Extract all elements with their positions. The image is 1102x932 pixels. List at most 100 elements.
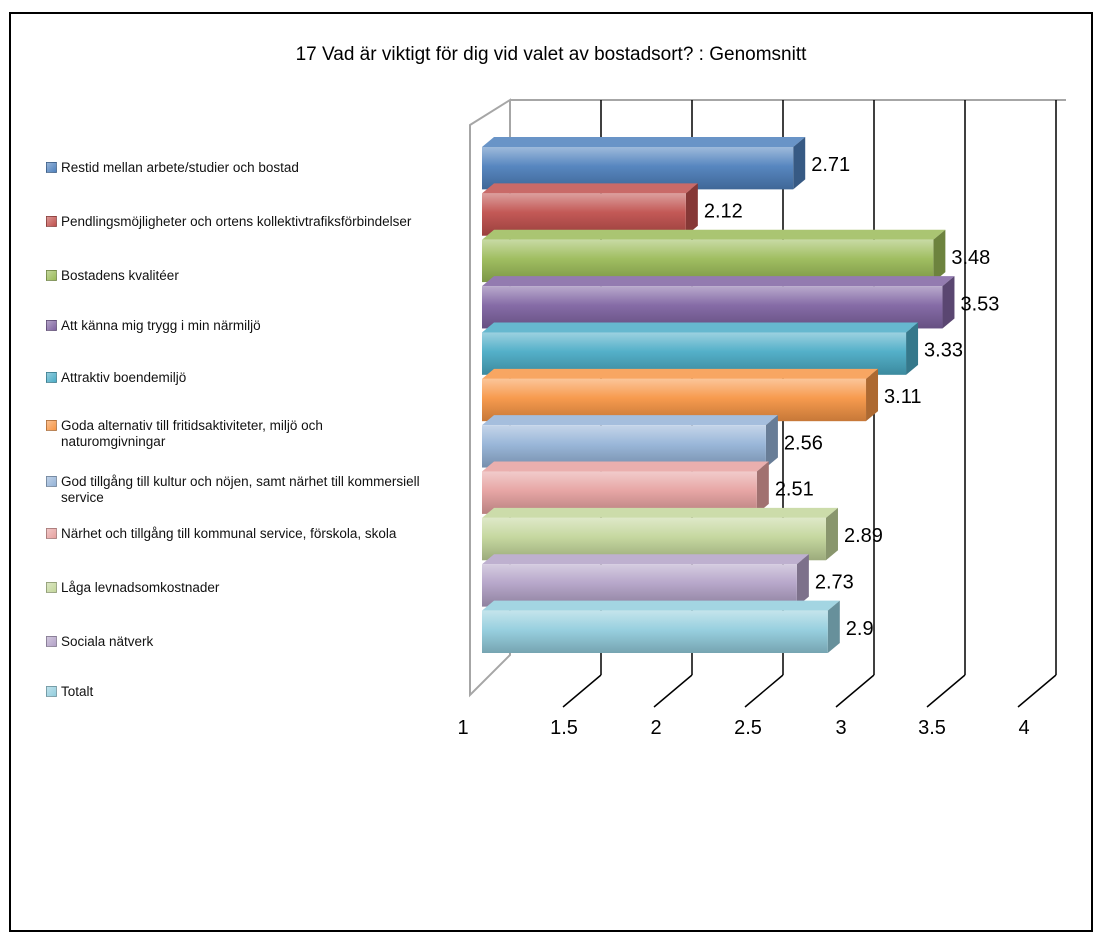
- bar: [482, 183, 698, 236]
- legend-label: Bostadens kvalitéer: [61, 268, 179, 283]
- bar-front: [482, 564, 797, 607]
- bar-end: [796, 554, 809, 607]
- bar: [482, 137, 806, 190]
- legend-item: Låga levnadsomkostnader: [46, 580, 426, 596]
- data-label: 2.56: [784, 432, 823, 454]
- legend-label: Sociala nätverk: [61, 634, 154, 649]
- data-label: 2.51: [775, 479, 814, 501]
- bar-end: [906, 322, 919, 375]
- data-label: 2.71: [811, 154, 850, 176]
- bar-top: [482, 600, 840, 611]
- legend-item: Restid mellan arbete/studier och bostad: [46, 160, 426, 176]
- legend-item: Attraktiv boendemiljö: [46, 370, 426, 386]
- legend-swatch: [46, 216, 57, 227]
- legend-swatch: [46, 372, 57, 383]
- x-tick-label: 1: [457, 717, 468, 739]
- bar-end: [827, 600, 840, 653]
- bar-top: [482, 276, 955, 287]
- bar-front: [482, 378, 867, 422]
- data-label: 3.53: [960, 293, 999, 315]
- bar-end: [685, 183, 698, 236]
- gridline-floor: [744, 674, 784, 708]
- gridline-floor: [926, 674, 966, 708]
- bar: [482, 368, 879, 422]
- data-label: 2.12: [704, 201, 743, 223]
- x-tick-label: 2: [650, 717, 661, 739]
- legend-swatch: [46, 320, 57, 331]
- legend-swatch: [46, 476, 57, 487]
- bar-top: [482, 229, 946, 240]
- legend-label: Totalt: [61, 684, 94, 699]
- bar: [482, 322, 919, 375]
- bar-front: [482, 517, 826, 561]
- bar-top: [482, 461, 769, 472]
- legend-swatch: [46, 528, 57, 539]
- legend-swatch: [46, 582, 57, 593]
- data-label: 3.33: [924, 340, 963, 362]
- legend-swatch: [46, 270, 57, 281]
- legend-label: Att känna mig trygg i min närmiljö: [61, 318, 261, 333]
- bar: [482, 554, 809, 607]
- bar: [482, 461, 769, 514]
- gridline-floor: [653, 674, 693, 708]
- bar-front: [482, 147, 794, 190]
- bar-end: [933, 229, 946, 283]
- bar-front: [482, 239, 934, 283]
- bar-top: [482, 137, 806, 147]
- legend-label: God tillgång till kultur och nöjen, samt…: [61, 474, 420, 505]
- data-label: 2.73: [815, 571, 854, 593]
- bar-end: [765, 415, 778, 468]
- legend-item: Goda alternativ till fritidsaktiviteter,…: [46, 418, 426, 450]
- bar: [482, 229, 946, 283]
- bar-front: [482, 193, 686, 236]
- legend-item: Närhet och tillgång till kommunal servic…: [46, 526, 426, 542]
- data-label: 3.48: [951, 247, 990, 269]
- legend-swatch: [46, 420, 57, 431]
- legend-label: Restid mellan arbete/studier och bostad: [61, 160, 299, 175]
- legend-item: Bostadens kvalitéer: [46, 268, 426, 284]
- data-label: 3.11: [884, 386, 921, 408]
- bar-top: [482, 322, 919, 333]
- legend-label: Pendlingsmöjligheter och ortens kollekti…: [61, 214, 412, 229]
- chart-title: 17 Vad är viktigt för dig vid valet av b…: [295, 44, 807, 65]
- bar: [482, 276, 955, 329]
- legend-item: Att känna mig trygg i min närmiljö: [46, 318, 426, 334]
- gridline-floor: [562, 674, 602, 708]
- bar: [482, 600, 840, 653]
- bar-front: [482, 332, 907, 375]
- data-label: 2.9: [846, 618, 874, 640]
- bar-top: [482, 368, 879, 379]
- bar: [482, 415, 778, 468]
- legend-label: Låga levnadsomkostnader: [61, 580, 220, 595]
- bar-end: [942, 276, 955, 329]
- x-tick-label: 4: [1018, 717, 1029, 739]
- legend-label: Attraktiv boendemiljö: [61, 370, 187, 385]
- bar-front: [482, 471, 757, 514]
- gridline-floor: [835, 674, 875, 708]
- bar: [482, 507, 838, 561]
- bar-end: [825, 507, 838, 561]
- x-tick-label: 2.5: [734, 717, 762, 739]
- legend-item: Totalt: [46, 684, 426, 700]
- bar-top: [482, 183, 698, 194]
- x-tick-label: 1.5: [550, 717, 578, 739]
- legend-swatch: [46, 686, 57, 697]
- legend-item: Pendlingsmöjligheter och ortens kollekti…: [46, 214, 426, 230]
- x-tick-label: 3.5: [918, 717, 946, 739]
- bar-front: [482, 425, 766, 468]
- bar-top: [482, 554, 809, 565]
- bar-front: [482, 286, 943, 329]
- legend-label: Goda alternativ till fritidsaktiviteter,…: [61, 418, 323, 449]
- gridline-floor: [1017, 674, 1057, 708]
- bar-top: [482, 507, 838, 518]
- legend-label: Närhet och tillgång till kommunal servic…: [61, 526, 397, 541]
- legend-swatch: [46, 636, 57, 647]
- x-tick-label: 3: [835, 717, 846, 739]
- bar-front: [482, 610, 828, 653]
- data-label: 2.89: [844, 525, 883, 547]
- bar-end: [756, 461, 769, 514]
- bar-end: [793, 137, 806, 190]
- legend-swatch: [46, 162, 57, 173]
- bar-top: [482, 415, 778, 426]
